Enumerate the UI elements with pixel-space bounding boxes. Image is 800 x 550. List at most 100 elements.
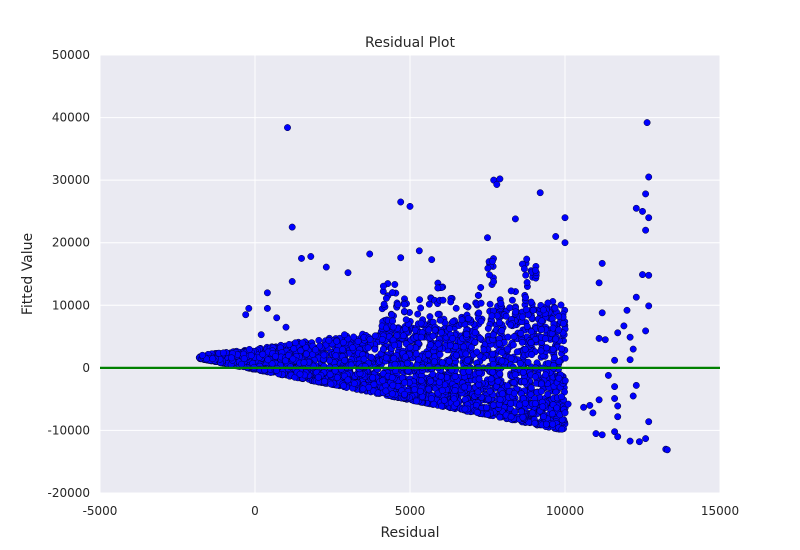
scatter-point — [438, 402, 446, 410]
scatter-point — [663, 446, 671, 454]
scatter-point — [449, 334, 456, 342]
scatter-point — [611, 356, 619, 364]
scatter-point — [259, 350, 267, 358]
scatter-point — [510, 379, 518, 387]
scatter-point — [400, 332, 407, 340]
scatter-point — [438, 359, 446, 367]
scatter-point — [643, 119, 651, 127]
scatter-point — [296, 370, 304, 378]
scatter-point — [629, 345, 637, 353]
scatter-point — [529, 306, 537, 314]
scatter-point — [629, 392, 637, 400]
y-tick-labels: -20000 -10000 0 10000 20000 30000 40000 50000 — [47, 48, 90, 500]
scatter-point — [561, 214, 569, 222]
scatter-point — [282, 357, 289, 365]
scatter-point — [380, 300, 388, 308]
scatter-point — [474, 388, 482, 396]
x-tick-label: -5000 — [83, 504, 118, 518]
scatter-point — [642, 226, 650, 234]
scatter-point — [520, 265, 528, 273]
scatter-point — [595, 334, 603, 342]
scatter-point — [425, 385, 433, 393]
scatter-point — [272, 352, 279, 360]
scatter-point — [487, 375, 495, 383]
scatter-point — [354, 337, 362, 345]
scatter-point — [382, 354, 390, 362]
scatter-point — [326, 371, 334, 378]
scatter-point — [555, 313, 563, 320]
scatter-point — [461, 405, 469, 413]
scatter-point — [488, 257, 496, 265]
scatter-point — [465, 367, 473, 375]
scatter-point — [639, 207, 646, 215]
scatter-point — [522, 306, 530, 314]
scatter-point — [400, 300, 408, 308]
scatter-point — [614, 329, 622, 337]
scatter-point — [519, 313, 526, 321]
scatter-point — [379, 377, 387, 385]
scatter-point — [451, 373, 459, 381]
scatter-point — [315, 336, 323, 344]
scatter-point — [300, 359, 308, 367]
chart-title: Residual Plot — [365, 35, 455, 51]
scatter-point — [507, 355, 515, 363]
scatter-point — [611, 383, 619, 391]
scatter-point — [598, 309, 606, 317]
scatter-point — [476, 334, 484, 342]
scatter-point — [645, 173, 653, 181]
scatter-point — [473, 409, 481, 416]
y-tick-label: 30000 — [52, 173, 90, 187]
scatter-point — [537, 347, 545, 355]
scatter-point — [510, 389, 518, 397]
scatter-point — [242, 311, 250, 319]
scatter-point — [314, 373, 322, 381]
scatter-point — [632, 381, 640, 389]
scatter-point — [379, 282, 387, 290]
scatter-point — [540, 413, 547, 421]
scatter-point — [382, 294, 390, 302]
scatter-point — [642, 190, 650, 198]
scatter-point — [464, 356, 472, 364]
scatter-point — [209, 355, 217, 363]
scatter-point — [552, 335, 560, 343]
scatter-point — [320, 351, 328, 359]
scatter-point — [645, 271, 653, 279]
y-tick-label: -20000 — [47, 486, 90, 500]
scatter-point — [366, 250, 374, 258]
scatter-point — [394, 301, 402, 309]
scatter-point — [519, 413, 527, 421]
scatter-point — [341, 356, 349, 364]
scatter-point — [493, 181, 501, 188]
scatter-point — [447, 298, 455, 306]
scatter-point — [427, 377, 435, 385]
scatter-point — [544, 390, 552, 398]
scatter-point — [527, 298, 535, 306]
scatter-point — [462, 302, 470, 310]
scatter-point — [611, 428, 619, 436]
scatter-point — [440, 396, 448, 404]
scatter-point — [494, 377, 502, 385]
scatter-point — [460, 343, 468, 351]
scatter-point — [435, 378, 443, 386]
scatter-point — [549, 345, 557, 353]
scatter-point — [639, 271, 646, 279]
scatter-point — [427, 395, 435, 403]
scatter-point — [490, 278, 498, 286]
scatter-point — [388, 390, 396, 398]
scatter-point — [378, 335, 386, 343]
scatter-point — [580, 403, 588, 411]
scatter-point — [291, 339, 299, 347]
scatter-point — [288, 278, 296, 285]
scatter-point — [642, 327, 650, 335]
y-tick-label: 40000 — [52, 111, 90, 125]
scatter-point — [498, 390, 506, 398]
scatter-point — [598, 431, 606, 439]
scatter-point — [531, 266, 539, 274]
scatter-point — [486, 300, 494, 308]
scatter-point — [451, 386, 459, 394]
scatter-point — [425, 326, 433, 334]
scatter-point — [412, 397, 420, 405]
scatter-point — [480, 346, 488, 354]
scatter-point — [307, 253, 315, 260]
